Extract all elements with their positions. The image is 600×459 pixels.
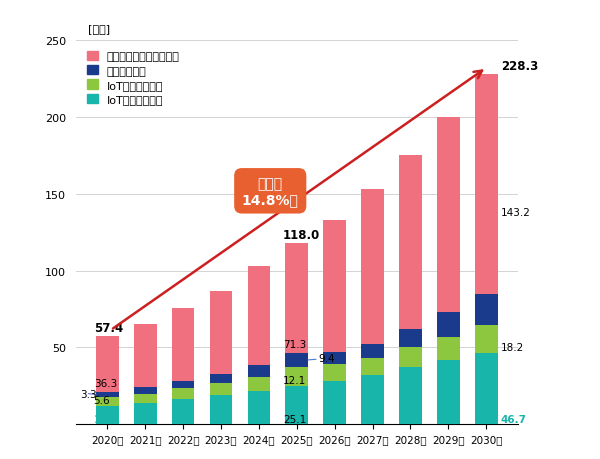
Bar: [172, 381, 194, 388]
Text: 143.2: 143.2: [500, 207, 530, 217]
Text: 118.0: 118.0: [283, 228, 320, 241]
Bar: [209, 291, 232, 374]
Bar: [286, 244, 308, 353]
Bar: [437, 360, 460, 425]
Bar: [172, 399, 194, 425]
Legend: ソリューションサービス, インフラ機器, IoT機器（専用）, IoT機器（汎用）: ソリューションサービス, インフラ機器, IoT機器（専用）, IoT機器（汎用…: [82, 47, 184, 109]
Text: 25.1: 25.1: [283, 414, 307, 424]
Bar: [361, 345, 384, 358]
Bar: [323, 364, 346, 381]
Text: 9.4: 9.4: [308, 353, 335, 364]
Bar: [209, 374, 232, 383]
Text: 46.7: 46.7: [500, 414, 527, 424]
Text: 71.3: 71.3: [283, 339, 307, 349]
Bar: [286, 367, 308, 386]
Bar: [399, 368, 422, 425]
Bar: [134, 394, 157, 403]
Text: 20.2: 20.2: [500, 312, 526, 322]
Bar: [475, 353, 497, 425]
Bar: [248, 365, 270, 377]
Bar: [437, 337, 460, 360]
Bar: [96, 392, 119, 397]
Bar: [399, 156, 422, 329]
Bar: [286, 386, 308, 425]
Bar: [323, 353, 346, 364]
Bar: [96, 336, 119, 392]
Bar: [475, 294, 497, 325]
Text: 12.1: 12.1: [283, 375, 307, 386]
Bar: [248, 392, 270, 425]
Text: 57.4: 57.4: [94, 321, 123, 334]
Bar: [286, 353, 308, 367]
Text: 3.3: 3.3: [80, 389, 97, 399]
Bar: [172, 308, 194, 381]
Bar: [475, 325, 497, 353]
Bar: [134, 387, 157, 394]
Bar: [361, 190, 384, 345]
Bar: [323, 381, 346, 425]
Bar: [399, 329, 422, 348]
Text: 228.3: 228.3: [500, 60, 538, 73]
Bar: [437, 118, 460, 313]
Bar: [209, 383, 232, 395]
Text: 5.6: 5.6: [94, 395, 110, 405]
Bar: [172, 388, 194, 399]
Bar: [323, 220, 346, 353]
Bar: [361, 375, 384, 425]
Text: [兆円]: [兆円]: [88, 23, 110, 34]
Bar: [399, 348, 422, 368]
Text: 12.2: 12.2: [94, 414, 119, 424]
Bar: [248, 267, 270, 365]
Bar: [248, 377, 270, 392]
Bar: [96, 406, 119, 425]
Bar: [475, 74, 497, 294]
Bar: [209, 395, 232, 425]
Bar: [134, 325, 157, 387]
Text: 36.3: 36.3: [94, 378, 117, 388]
Bar: [361, 358, 384, 375]
Bar: [96, 397, 119, 406]
Text: 18.2: 18.2: [500, 342, 524, 352]
Bar: [437, 313, 460, 337]
Bar: [134, 403, 157, 425]
Text: 年平均
14.8%増: 年平均 14.8%増: [242, 176, 299, 207]
